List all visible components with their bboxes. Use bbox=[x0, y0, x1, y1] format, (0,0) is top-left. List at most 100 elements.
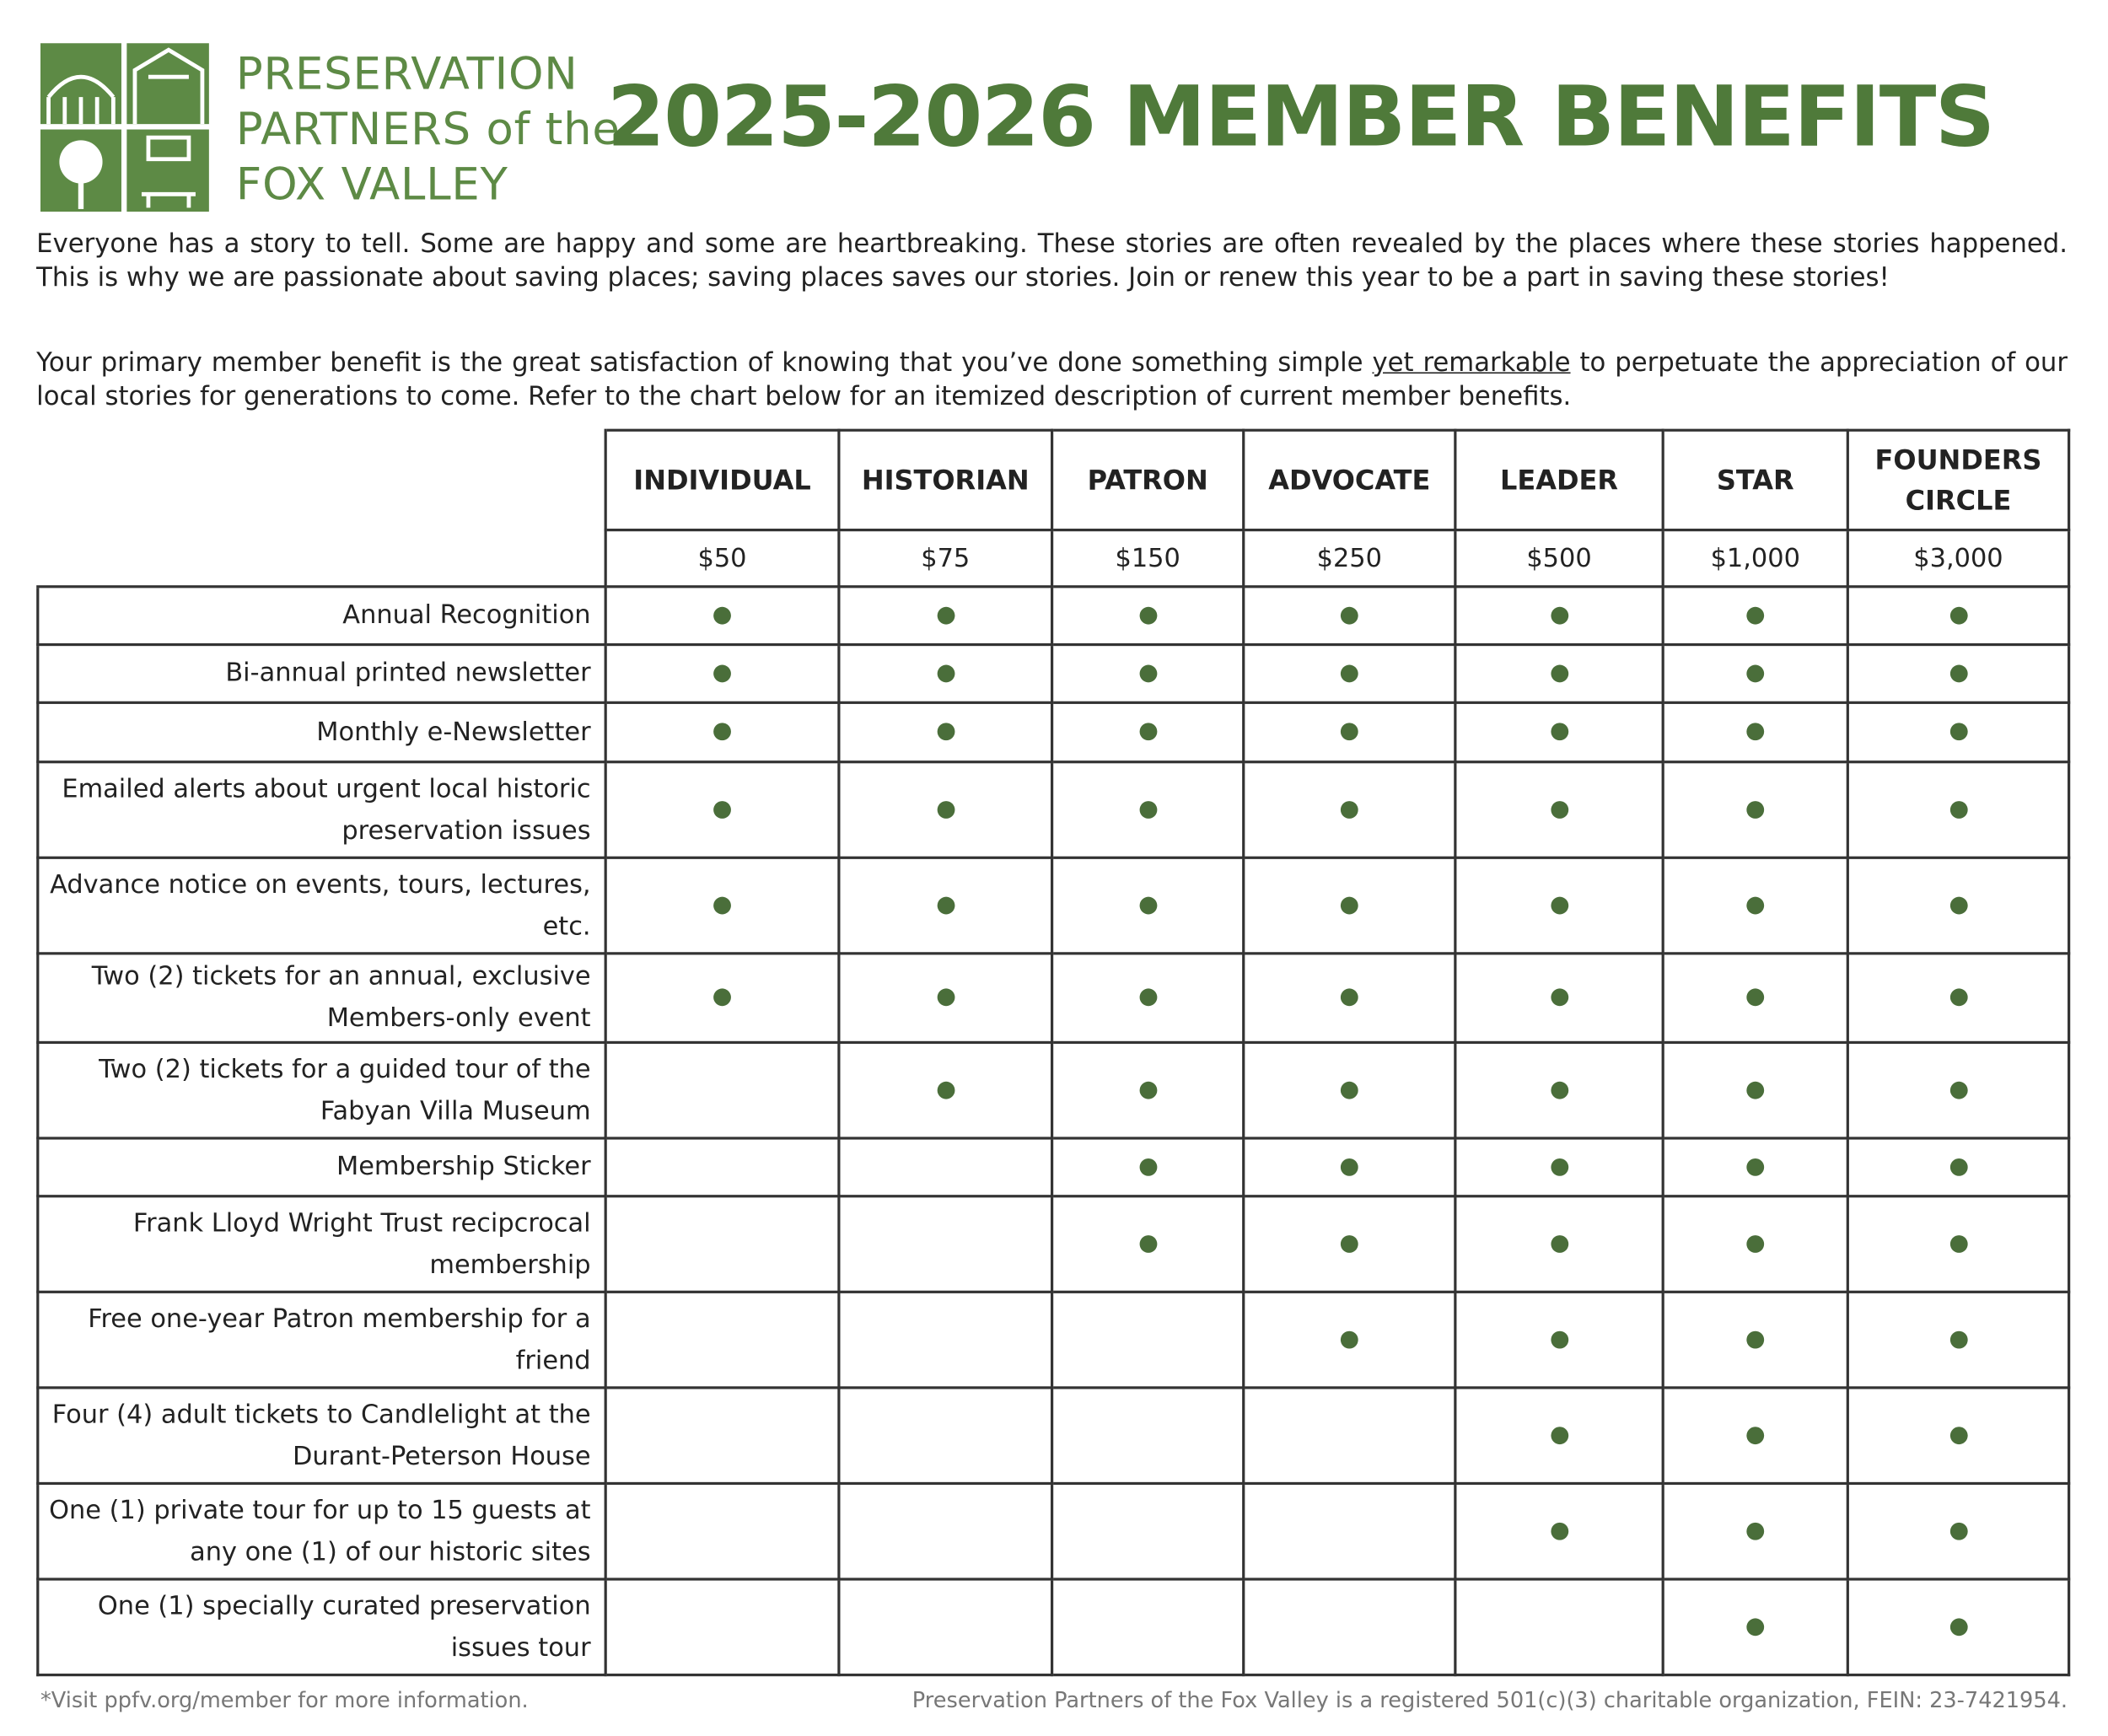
included-dot bbox=[1746, 1234, 1765, 1253]
benefit-cell bbox=[837, 1290, 1054, 1389]
included-dot bbox=[1138, 988, 1157, 1007]
benefit-cell bbox=[1661, 1577, 1849, 1677]
benefit-row: Annual Recognition bbox=[36, 585, 2071, 647]
included-dot bbox=[1949, 1617, 1967, 1636]
benefit-cell bbox=[1242, 1290, 1457, 1389]
benefit-row: Membership Sticker bbox=[36, 1137, 2071, 1198]
included-dot bbox=[1949, 1158, 1967, 1175]
benefit-cell bbox=[1661, 1195, 1849, 1293]
benefit-cell bbox=[1242, 856, 1457, 955]
benefit-row: One (1) private tour for up to 15 guests… bbox=[36, 1481, 2071, 1581]
included-dot bbox=[1746, 1617, 1765, 1636]
benefit-cell bbox=[1661, 761, 1849, 859]
included-dot bbox=[713, 664, 731, 682]
benefit-cell bbox=[604, 761, 841, 859]
benefit-cell bbox=[1846, 856, 2071, 955]
included-dot bbox=[1746, 895, 1765, 914]
included-dot bbox=[1949, 1426, 1967, 1444]
benefit-cell bbox=[1846, 761, 2071, 859]
benefit-cell bbox=[604, 701, 841, 764]
benefit-cell bbox=[1846, 1290, 2071, 1389]
included-dot bbox=[1550, 1426, 1568, 1444]
benefit-cell bbox=[1661, 1040, 1849, 1140]
included-dot bbox=[1550, 800, 1568, 819]
benefit-label: Monthly e-Newsletter bbox=[36, 701, 607, 764]
benefit-cell bbox=[1242, 585, 1457, 647]
included-dot bbox=[1550, 605, 1568, 624]
benefit-cell bbox=[1051, 1137, 1245, 1198]
included-dot bbox=[1138, 1234, 1157, 1253]
benefit-cell bbox=[1661, 1137, 1849, 1198]
text: Your primary member benefit is the great… bbox=[36, 347, 1373, 378]
included-dot bbox=[1550, 723, 1568, 741]
benefit-cell bbox=[1454, 856, 1664, 955]
text: to perpetuate the appreciation of our lo… bbox=[36, 347, 2068, 411]
benefit-cell bbox=[1454, 1195, 1664, 1293]
benefit-row: Monthly e-Newsletter bbox=[36, 701, 2071, 764]
benefit-cell bbox=[1051, 642, 1245, 704]
benefit-cell bbox=[1846, 1040, 2071, 1140]
benefit-label: One (1) specially curated preservation i… bbox=[36, 1577, 607, 1677]
benefit-cell bbox=[1242, 701, 1457, 764]
benefit-cell bbox=[1051, 761, 1245, 859]
tier-price: $3,000 bbox=[1846, 529, 2071, 589]
benefit-cell bbox=[1051, 856, 1245, 955]
included-dot bbox=[713, 605, 731, 624]
tier-price: $250 bbox=[1242, 529, 1457, 589]
benefit-cell bbox=[604, 1137, 841, 1198]
benefit-cell bbox=[837, 1481, 1054, 1581]
benefit-label: One (1) private tour for up to 15 guests… bbox=[36, 1481, 607, 1581]
benefit-cell bbox=[1454, 1040, 1664, 1140]
tier-price: $150 bbox=[1051, 529, 1245, 589]
benefit-row: One (1) specially curated preservation i… bbox=[36, 1577, 2071, 1677]
benefit-cell bbox=[1661, 585, 1849, 647]
benefit-cell bbox=[1242, 1481, 1457, 1581]
benefit-cell bbox=[1051, 1386, 1245, 1486]
included-dot bbox=[936, 723, 955, 741]
benefit-cell bbox=[1454, 1290, 1664, 1389]
included-dot bbox=[1340, 1080, 1358, 1099]
tier-name: PATRON bbox=[1051, 428, 1245, 532]
benefit-cell bbox=[1454, 761, 1664, 859]
included-dot bbox=[1550, 664, 1568, 682]
benefit-cell bbox=[837, 952, 1054, 1045]
intro-paragraph: Everyone has a story to tell. Some are h… bbox=[36, 228, 2068, 293]
benefit-cell bbox=[1051, 1040, 1245, 1140]
benefit-cell bbox=[1846, 1481, 2071, 1581]
included-dot bbox=[1550, 1330, 1568, 1348]
org-line: PARTNERS of the bbox=[235, 102, 621, 155]
org-line: FOX VALLEY bbox=[235, 158, 508, 211]
included-dot bbox=[1746, 605, 1765, 624]
tier-price-row: $50 $75 $150 $250 $500 $1,000 $3,000 bbox=[38, 529, 2071, 589]
benefit-label: Free one-year Patron membership for a fr… bbox=[36, 1290, 607, 1389]
benefit-cell bbox=[604, 952, 841, 1045]
tier-name: INDIVIDUAL bbox=[604, 428, 841, 532]
benefit-cell bbox=[1454, 1481, 1664, 1581]
benefit-cell bbox=[604, 1481, 841, 1581]
included-dot bbox=[1746, 1426, 1765, 1444]
tier-price: $500 bbox=[1454, 529, 1664, 589]
included-dot bbox=[1550, 895, 1568, 914]
included-dot bbox=[1949, 1080, 1967, 1099]
benefit-cell bbox=[604, 642, 841, 704]
benefit-cell bbox=[1846, 701, 2071, 764]
benefit-cell bbox=[837, 1040, 1054, 1140]
tier-name: ADVOCATE bbox=[1242, 428, 1457, 532]
included-dot bbox=[936, 988, 955, 1007]
benefit-cell bbox=[1242, 1137, 1457, 1198]
benefit-cell bbox=[1661, 856, 1849, 955]
benefit-label: Two (2) tickets for a guided tour of the… bbox=[36, 1040, 607, 1140]
included-dot bbox=[936, 1080, 955, 1099]
included-dot bbox=[1746, 1158, 1765, 1175]
benefit-cell bbox=[1661, 1290, 1849, 1389]
included-dot bbox=[936, 800, 955, 819]
included-dot bbox=[1746, 664, 1765, 682]
benefit-label: Membership Sticker bbox=[36, 1137, 607, 1198]
included-dot bbox=[1550, 1080, 1568, 1099]
included-dot bbox=[1746, 1080, 1765, 1099]
included-dot bbox=[1138, 1080, 1157, 1099]
included-dot bbox=[1949, 1330, 1967, 1348]
benefit-cell bbox=[1661, 701, 1849, 764]
benefit-cell bbox=[1242, 1577, 1457, 1677]
